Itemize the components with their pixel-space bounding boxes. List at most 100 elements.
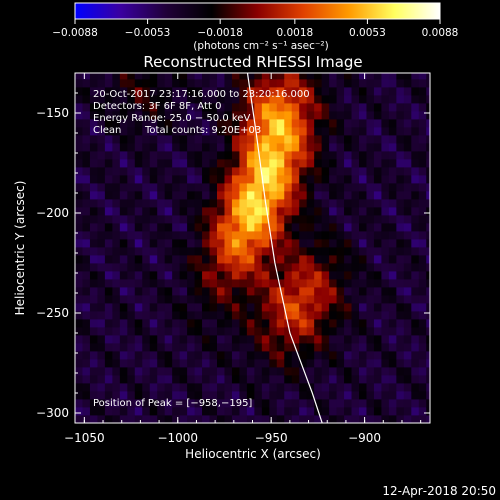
heatmap-cell — [246, 231, 255, 240]
heatmap-cell — [381, 87, 390, 96]
heatmap-cell — [351, 143, 360, 152]
heatmap-cell — [97, 231, 106, 240]
heatmap-cell — [127, 407, 136, 416]
heatmap-cell — [321, 367, 330, 376]
heatmap-cell — [336, 151, 345, 160]
heatmap-cell — [411, 119, 420, 128]
heatmap-cell — [314, 319, 323, 328]
heatmap-cell — [299, 159, 308, 168]
heatmap-cell — [75, 175, 83, 184]
heatmap-cell — [119, 87, 128, 96]
heatmap-cell — [381, 159, 390, 168]
heatmap-cell — [344, 239, 352, 248]
heatmap-cell — [388, 215, 397, 224]
heatmap-cell — [388, 327, 397, 336]
heatmap-cell — [381, 295, 390, 304]
heatmap-cell — [381, 135, 390, 144]
heatmap-cell — [209, 103, 218, 112]
heatmap-cell — [403, 87, 412, 96]
heatmap-cell — [351, 183, 360, 192]
heatmap-cell — [269, 359, 278, 368]
heatmap-cell — [336, 327, 345, 336]
heatmap-cell — [97, 367, 106, 376]
heatmap-cell — [396, 103, 405, 112]
heatmap-cell — [329, 415, 337, 423]
heatmap-cell — [127, 343, 136, 352]
heatmap-cell — [366, 415, 375, 423]
heatmap-cell — [411, 263, 420, 272]
heatmap-cell — [246, 335, 255, 344]
heatmap-cell — [202, 119, 210, 128]
heatmap-cell — [426, 255, 430, 264]
heatmap-cell — [276, 399, 285, 408]
heatmap-cell — [396, 183, 405, 192]
heatmap-cell — [231, 223, 240, 232]
colorbar-unit-label: (photons cm⁻² s⁻¹ asec⁻²) — [193, 40, 328, 52]
heatmap-cell — [112, 143, 121, 152]
heatmap-cell — [276, 407, 285, 416]
heatmap-cell — [321, 335, 330, 344]
heatmap-cell — [134, 119, 143, 128]
heatmap-cell — [217, 175, 225, 184]
heatmap-cell — [306, 319, 315, 328]
heatmap-cell — [217, 199, 225, 208]
heatmap-cell — [269, 343, 278, 352]
heatmap-cell — [426, 159, 430, 168]
heatmap-cell — [209, 111, 218, 120]
heatmap-cell — [104, 303, 113, 312]
heatmap-cell — [366, 79, 375, 88]
heatmap-cell — [112, 175, 121, 184]
heatmap-cell — [381, 359, 390, 368]
heatmap-cell — [246, 271, 255, 280]
heatmap-cell — [344, 295, 352, 304]
heatmap-cell — [119, 263, 128, 272]
heatmap-cell — [134, 367, 143, 376]
heatmap-cell — [291, 231, 300, 240]
heatmap-cell — [127, 383, 136, 392]
heatmap-cell — [396, 159, 405, 168]
heatmap-cell — [157, 343, 166, 352]
heatmap-cell — [261, 127, 270, 136]
heatmap-cell — [104, 279, 113, 288]
heatmap-cell — [426, 207, 430, 216]
heatmap-cell — [134, 311, 143, 320]
heatmap-cell — [224, 111, 233, 120]
heatmap-cell — [276, 391, 285, 400]
heatmap-cell — [82, 383, 91, 392]
heatmap-cell — [134, 359, 143, 368]
heatmap-cell — [119, 415, 128, 423]
heatmap-cell — [284, 159, 293, 168]
heatmap-cell — [217, 311, 225, 320]
heatmap-cell — [314, 111, 323, 120]
heatmap-cell — [164, 255, 173, 264]
heatmap-cell — [246, 415, 255, 423]
heatmap-cell — [134, 239, 143, 248]
heatmap-cell — [164, 287, 173, 296]
heatmap-cell — [194, 343, 203, 352]
heatmap-cell — [172, 183, 181, 192]
heatmap-cell — [366, 175, 375, 184]
heatmap-cell — [149, 159, 158, 168]
heatmap-cell — [224, 367, 233, 376]
heatmap-cell — [418, 367, 427, 376]
heatmap-cell — [269, 367, 278, 376]
heatmap-cell — [224, 167, 233, 176]
heatmap-cell — [373, 303, 382, 312]
heatmap-cell — [231, 247, 240, 256]
heatmap-cell — [194, 239, 203, 248]
heatmap-cell — [149, 207, 158, 216]
heatmap-cell — [104, 239, 113, 248]
heatmap-cell — [269, 151, 278, 160]
heatmap-cell — [261, 255, 270, 264]
heatmap-cell — [254, 247, 263, 256]
heatmap-cell — [231, 391, 240, 400]
heatmap-cell — [231, 159, 240, 168]
heatmap-cell — [306, 151, 315, 160]
heatmap-cell — [426, 239, 430, 248]
heatmap-cell — [149, 271, 158, 280]
heatmap-cell — [299, 343, 308, 352]
heatmap-cell — [276, 135, 285, 144]
heatmap-cell — [254, 279, 263, 288]
heatmap-cell — [187, 375, 195, 384]
heatmap-cell — [418, 175, 427, 184]
